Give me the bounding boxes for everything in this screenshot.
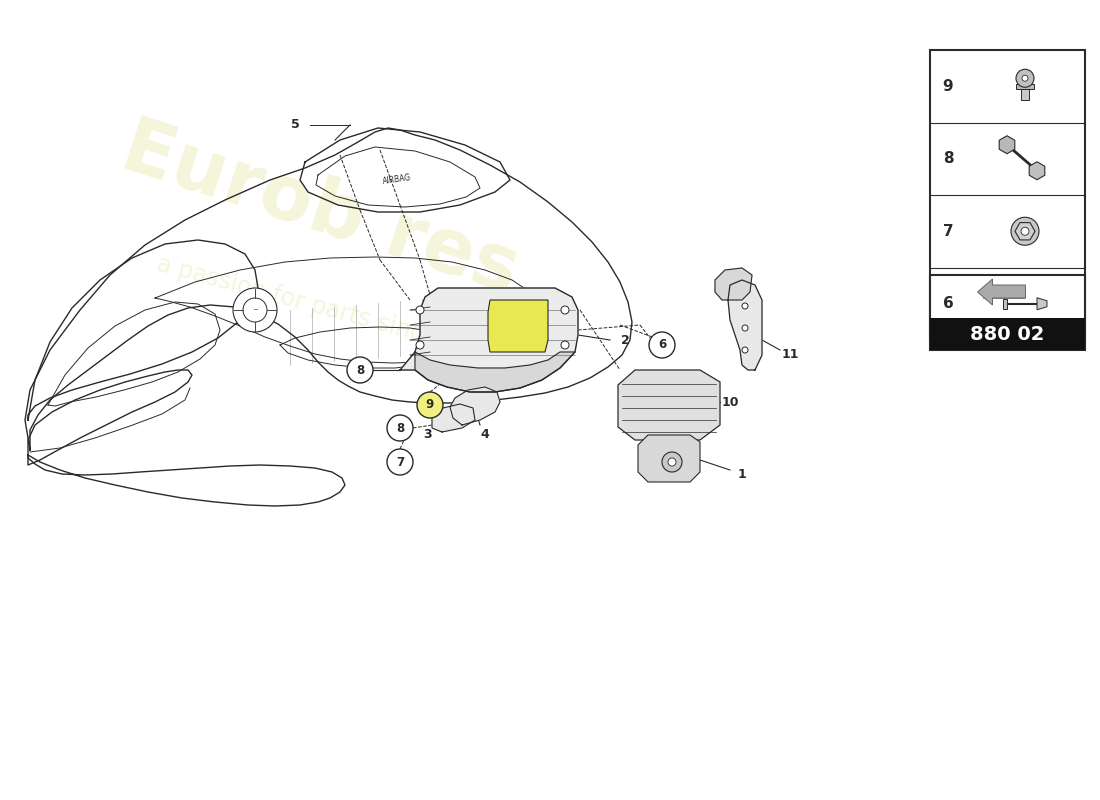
Text: 9: 9 — [426, 398, 434, 411]
Polygon shape — [1037, 298, 1047, 310]
Text: a passion for parts since 1985: a passion for parts since 1985 — [154, 252, 506, 368]
Polygon shape — [978, 279, 1025, 305]
Circle shape — [416, 306, 424, 314]
Polygon shape — [450, 387, 500, 425]
Text: 7: 7 — [943, 224, 954, 238]
Text: Eurob res: Eurob res — [112, 111, 528, 309]
Bar — [1021, 86, 1028, 100]
Text: 8: 8 — [356, 363, 364, 377]
Polygon shape — [999, 136, 1015, 154]
Polygon shape — [432, 404, 475, 432]
Text: 2: 2 — [620, 334, 629, 346]
Circle shape — [561, 306, 569, 314]
Circle shape — [668, 458, 676, 466]
Circle shape — [1011, 218, 1040, 246]
Circle shape — [561, 341, 569, 349]
Polygon shape — [488, 300, 548, 352]
Polygon shape — [638, 435, 700, 482]
Bar — [1016, 84, 1034, 90]
Polygon shape — [415, 352, 575, 392]
Polygon shape — [400, 288, 578, 392]
Bar — [1003, 298, 1006, 309]
Circle shape — [662, 452, 682, 472]
Polygon shape — [982, 287, 1025, 299]
Text: 3: 3 — [424, 429, 432, 442]
Bar — [930, 318, 1085, 350]
Circle shape — [416, 341, 424, 349]
Text: 6: 6 — [658, 338, 667, 351]
Text: 6: 6 — [943, 296, 954, 311]
Text: 8: 8 — [396, 422, 404, 434]
Polygon shape — [1030, 162, 1045, 180]
Circle shape — [233, 288, 277, 332]
Circle shape — [1021, 227, 1028, 235]
Circle shape — [742, 347, 748, 353]
Circle shape — [346, 357, 373, 383]
Text: 880 02: 880 02 — [970, 325, 1045, 343]
Text: 5: 5 — [290, 118, 299, 131]
Circle shape — [387, 449, 412, 475]
Circle shape — [243, 298, 267, 322]
Circle shape — [1016, 70, 1034, 87]
Polygon shape — [715, 268, 752, 300]
Text: 11: 11 — [781, 349, 799, 362]
Circle shape — [1022, 75, 1028, 82]
Text: 9: 9 — [943, 78, 954, 94]
Text: 10: 10 — [722, 395, 739, 409]
Bar — [930, 275, 1085, 350]
Polygon shape — [1015, 222, 1035, 240]
Polygon shape — [618, 370, 720, 440]
Circle shape — [742, 303, 748, 309]
Circle shape — [417, 392, 443, 418]
Text: 7: 7 — [396, 455, 404, 469]
Circle shape — [742, 325, 748, 331]
Text: 8: 8 — [943, 151, 954, 166]
Text: 1: 1 — [738, 469, 747, 482]
Circle shape — [649, 332, 675, 358]
Text: AIRBAG: AIRBAG — [382, 174, 412, 186]
Polygon shape — [728, 280, 762, 370]
Text: 4: 4 — [481, 429, 490, 442]
Circle shape — [387, 415, 412, 441]
Text: ~: ~ — [252, 307, 257, 313]
Bar — [930, 50, 1085, 340]
